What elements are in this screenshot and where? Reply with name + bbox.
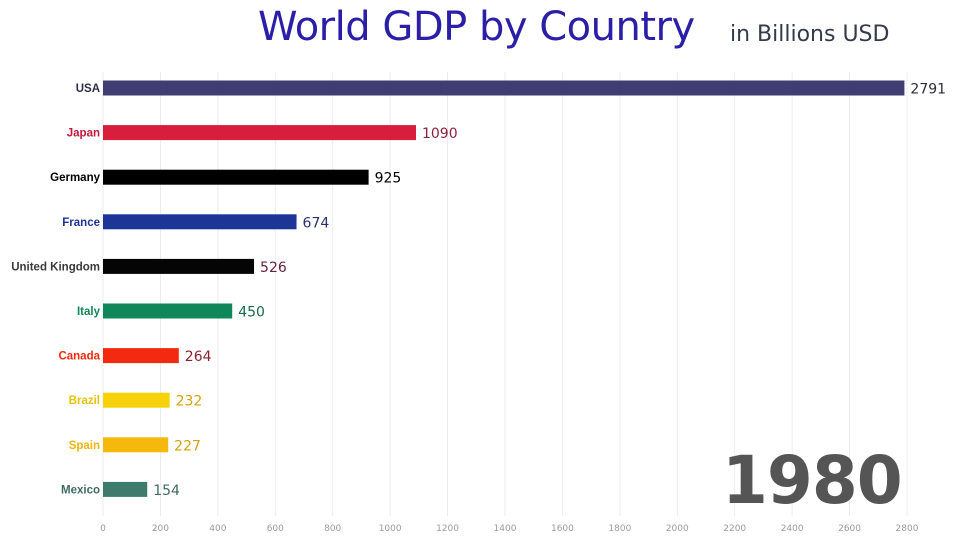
category-label: France — [62, 217, 100, 229]
value-label: 1090 — [422, 126, 458, 142]
value-label: 526 — [260, 260, 287, 276]
bar — [103, 481, 148, 497]
value-label: 232 — [176, 394, 203, 410]
x-tick-label: 0 — [100, 524, 106, 534]
bar — [103, 348, 179, 364]
x-tick-label: 1200 — [436, 524, 459, 534]
value-label: 264 — [185, 349, 212, 365]
category-labels: USA Japan Germany France United Kingdom Italy… — [11, 83, 100, 496]
value-label: 227 — [174, 438, 201, 454]
bar — [103, 125, 416, 141]
chart-subtitle: in Billions USD — [730, 22, 890, 47]
bar — [103, 437, 169, 453]
category-label: Germany — [50, 172, 100, 184]
x-tick-label: 200 — [152, 524, 169, 534]
category-label: Mexico — [61, 484, 100, 496]
bar — [103, 392, 170, 408]
value-label: 154 — [153, 483, 180, 499]
x-tick-label: 1400 — [494, 524, 517, 534]
x-tick-label: 400 — [209, 524, 226, 534]
category-label: Italy — [77, 306, 101, 318]
x-tick-label: 2200 — [723, 524, 746, 534]
value-labels: 2791 1090 925 674 526 450 264 232 227 154 — [153, 82, 946, 499]
x-tick-label: 1000 — [379, 524, 402, 534]
bars — [103, 80, 905, 497]
value-label: 450 — [238, 305, 265, 321]
category-label: United Kingdom — [11, 261, 100, 273]
category-label: Canada — [58, 351, 100, 363]
bar — [103, 214, 297, 230]
value-label: 674 — [303, 215, 330, 231]
bar — [103, 258, 255, 274]
x-tick-label: 1600 — [551, 524, 574, 534]
value-label: 2791 — [910, 82, 946, 98]
category-label: Brazil — [69, 395, 100, 407]
grid-lines — [102, 72, 908, 516]
x-tick-label: 2400 — [781, 524, 804, 534]
x-tick-label: 600 — [267, 524, 284, 534]
value-label: 925 — [375, 171, 402, 187]
bar — [103, 169, 369, 185]
x-tick-label: 2000 — [666, 524, 689, 534]
x-tick-label: 800 — [324, 524, 341, 534]
bar — [103, 80, 905, 96]
category-label: Japan — [67, 128, 100, 140]
year-label: 1980 — [722, 442, 903, 519]
x-axis-ticks: 0 200 400 600 800 1000 1200 1400 1600 1800 2000 220… — [100, 524, 919, 534]
x-tick-label: 2600 — [838, 524, 861, 534]
x-tick-label: 1800 — [608, 524, 631, 534]
bar — [103, 303, 233, 319]
category-label: Spain — [69, 440, 100, 452]
x-tick-label: 2800 — [896, 524, 919, 534]
category-label: USA — [76, 83, 100, 95]
chart-title: World GDP by Country — [258, 4, 695, 50]
